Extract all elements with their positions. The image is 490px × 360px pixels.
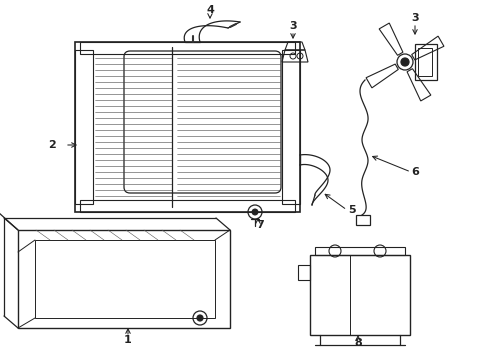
Bar xyxy=(415,44,437,80)
Text: 2: 2 xyxy=(48,140,56,150)
Circle shape xyxy=(197,315,203,321)
Text: 7: 7 xyxy=(256,220,264,230)
Text: 3: 3 xyxy=(411,13,419,23)
Bar xyxy=(356,215,370,225)
Circle shape xyxy=(401,58,409,66)
Text: 1: 1 xyxy=(124,335,132,345)
Circle shape xyxy=(252,209,258,215)
Text: 5: 5 xyxy=(348,205,356,215)
Text: 8: 8 xyxy=(354,338,362,348)
Text: 4: 4 xyxy=(206,5,214,15)
Text: 3: 3 xyxy=(289,21,297,31)
Bar xyxy=(418,48,432,76)
Text: 6: 6 xyxy=(411,167,419,177)
